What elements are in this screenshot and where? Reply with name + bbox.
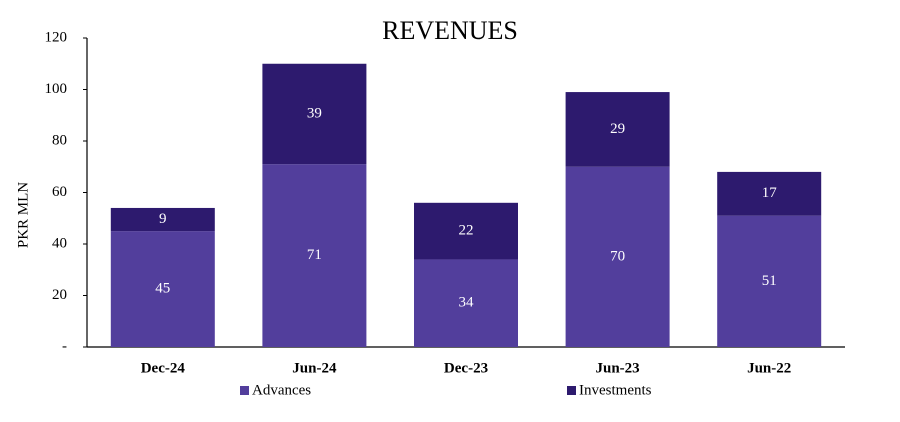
bar-segment <box>717 171 822 216</box>
data-label: 29 <box>610 121 625 137</box>
data-label: 9 <box>159 211 167 227</box>
data-label: 22 <box>459 223 474 239</box>
y-tick-label: - <box>62 338 67 354</box>
x-tick-label: Jun-24 <box>292 360 337 376</box>
bar-segment <box>110 207 215 232</box>
bar-segment <box>262 63 367 165</box>
y-axis-label: PKR MLN <box>15 182 31 248</box>
legend-swatch <box>567 386 576 395</box>
data-label: 34 <box>459 295 475 311</box>
y-tick-label: 80 <box>52 132 67 148</box>
data-label: 17 <box>762 185 778 201</box>
x-tick-label: Dec-24 <box>141 360 186 376</box>
bar-segment <box>717 215 822 347</box>
y-tick-label: 20 <box>52 287 67 303</box>
data-label: 45 <box>155 281 170 297</box>
y-tick-label: 40 <box>52 235 67 251</box>
y-tick-label: 100 <box>45 81 68 97</box>
bar-segment <box>262 164 367 347</box>
data-label: 70 <box>610 248 625 264</box>
chart-title: REVENUES <box>382 16 518 45</box>
bar-segment <box>414 202 518 260</box>
legend-label: Advances <box>252 382 311 398</box>
y-tick-label: 120 <box>45 29 68 45</box>
bar-segment <box>414 259 518 347</box>
bar-segment <box>565 92 670 167</box>
data-label: 51 <box>762 273 777 289</box>
bar-segment <box>565 166 670 347</box>
x-tick-label: Jun-22 <box>747 360 791 376</box>
legend-swatch <box>240 386 249 395</box>
x-tick-label: Dec-23 <box>444 360 488 376</box>
data-label: 71 <box>307 247 322 263</box>
legend-label: Investments <box>579 382 652 398</box>
x-tick-label: Jun-23 <box>596 360 640 376</box>
y-tick-label: 60 <box>52 184 67 200</box>
bar-segment <box>110 231 215 347</box>
data-label: 39 <box>307 105 322 121</box>
